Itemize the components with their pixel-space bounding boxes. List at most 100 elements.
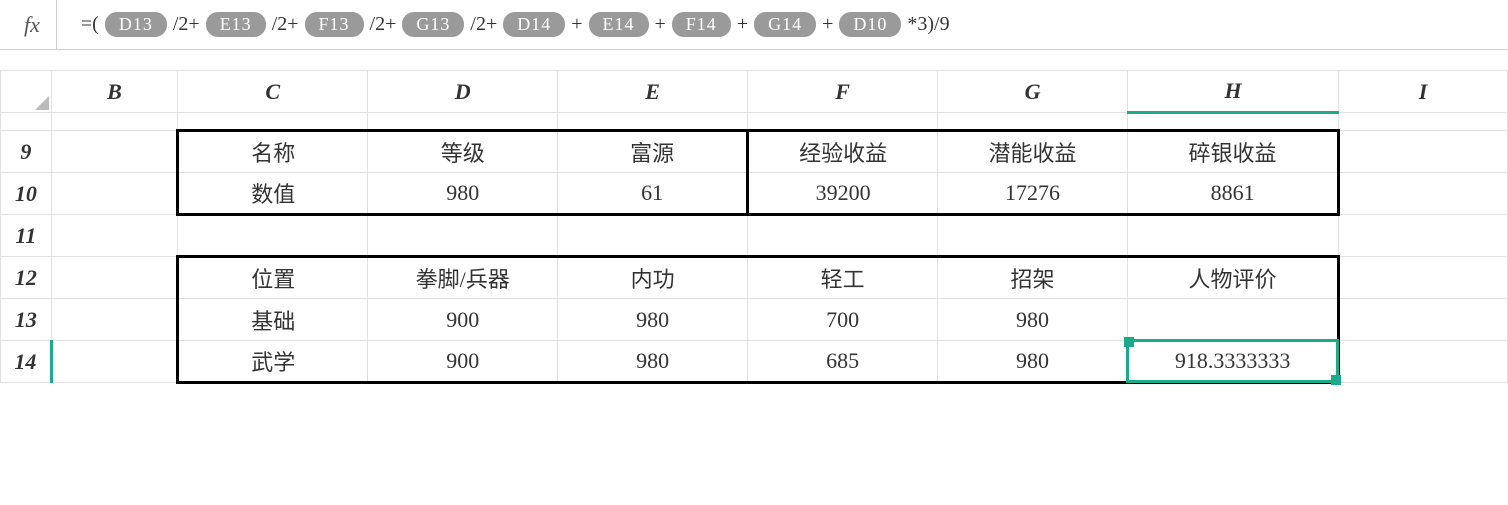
cell-D14[interactable]: 900 (368, 341, 558, 383)
cell-E9[interactable]: 富源 (558, 131, 748, 173)
cell-I14[interactable] (1339, 341, 1508, 383)
formula-op: /2+ (470, 13, 497, 36)
cell-G10[interactable]: 17276 (938, 173, 1128, 215)
cell[interactable] (938, 113, 1128, 131)
cell[interactable] (51, 113, 178, 131)
cell-F9[interactable]: 经验收益 (748, 131, 938, 173)
cell-G12[interactable]: 招架 (938, 257, 1128, 299)
cell-E13[interactable]: 980 (558, 299, 748, 341)
cell-D11[interactable] (368, 215, 558, 257)
row-header-12[interactable]: 12 (1, 257, 52, 299)
formula-op: + (822, 13, 833, 36)
cell-H9[interactable]: 碎银收益 (1128, 131, 1339, 173)
row-header-10[interactable]: 10 (1, 173, 52, 215)
row-header-9[interactable]: 9 (1, 131, 52, 173)
cell[interactable] (178, 113, 368, 131)
formula-input[interactable]: =( D13 /2+ E13 /2+ F13 /2+ G13 /2+ D14 +… (57, 12, 950, 37)
cell-B10[interactable] (51, 173, 178, 215)
cell-ref: D10 (839, 12, 901, 37)
cell-ref: E13 (206, 12, 266, 37)
cell-C9[interactable]: 名称 (178, 131, 368, 173)
cell-ref: D14 (503, 12, 565, 37)
cell-I10[interactable] (1339, 173, 1508, 215)
cell-B13[interactable] (51, 299, 178, 341)
col-header-B[interactable]: B (51, 71, 178, 113)
row-14: 14 武学 900 980 685 980 918.3333333 (1, 341, 1508, 383)
col-header-H[interactable]: H (1128, 71, 1339, 113)
formula-op: /2+ (370, 13, 397, 36)
cell[interactable] (748, 113, 938, 131)
cell-G13[interactable]: 980 (938, 299, 1128, 341)
cell-I13[interactable] (1339, 299, 1508, 341)
cell-G14[interactable]: 980 (938, 341, 1128, 383)
formula-op: + (571, 13, 582, 36)
cell-H14[interactable]: 918.3333333 (1128, 341, 1339, 383)
select-all-corner[interactable] (1, 71, 52, 113)
cell[interactable] (1339, 113, 1508, 131)
cell-I9[interactable] (1339, 131, 1508, 173)
cell-I11[interactable] (1339, 215, 1508, 257)
cell-E10[interactable]: 61 (558, 173, 748, 215)
cell-B14[interactable] (51, 341, 178, 383)
formula-op: /2+ (173, 13, 200, 36)
cell-D13[interactable]: 900 (368, 299, 558, 341)
cell-H10[interactable]: 8861 (1128, 173, 1339, 215)
cell-F14[interactable]: 685 (748, 341, 938, 383)
cell-D9[interactable]: 等级 (368, 131, 558, 173)
row-11: 11 (1, 215, 1508, 257)
row-header-partial[interactable] (1, 113, 52, 131)
cell-value: 918.3333333 (1175, 348, 1291, 373)
row-header-14[interactable]: 14 (1, 341, 52, 383)
formula-suffix: *3)/9 (907, 13, 949, 36)
col-header-F[interactable]: F (748, 71, 938, 113)
row-header-11[interactable]: 11 (1, 215, 52, 257)
row-12: 12 位置 拳脚/兵器 内功 轻工 招架 人物评价 (1, 257, 1508, 299)
cell-ref: E14 (589, 12, 649, 37)
cell-D12[interactable]: 拳脚/兵器 (368, 257, 558, 299)
row-10: 10 数值 980 61 39200 17276 8861 (1, 173, 1508, 215)
cell-H13[interactable] (1128, 299, 1339, 341)
col-header-D[interactable]: D (368, 71, 558, 113)
cell[interactable] (368, 113, 558, 131)
cell-D10[interactable]: 980 (368, 173, 558, 215)
cell[interactable] (558, 113, 748, 131)
cell-ref: G14 (754, 12, 816, 37)
cell-ref: F13 (305, 12, 364, 37)
row-9: 9 名称 等级 富源 经验收益 潜能收益 碎银收益 (1, 131, 1508, 173)
cell-E12[interactable]: 内功 (558, 257, 748, 299)
cell-C14[interactable]: 武学 (178, 341, 368, 383)
formula-op: /2+ (272, 13, 299, 36)
column-header-row: B C D E F G H I (1, 71, 1508, 113)
cell[interactable] (1128, 113, 1339, 131)
col-header-E[interactable]: E (558, 71, 748, 113)
cell-ref: G13 (402, 12, 464, 37)
cell-C13[interactable]: 基础 (178, 299, 368, 341)
cell-B9[interactable] (51, 131, 178, 173)
grid[interactable]: B C D E F G H I 9 名称 等级 (0, 70, 1508, 384)
col-header-G[interactable]: G (938, 71, 1128, 113)
cell-B12[interactable] (51, 257, 178, 299)
formula-op: + (737, 13, 748, 36)
cell-F13[interactable]: 700 (748, 299, 938, 341)
spreadsheet: B C D E F G H I 9 名称 等级 (0, 70, 1508, 384)
row-header-13[interactable]: 13 (1, 299, 52, 341)
cell-E14[interactable]: 980 (558, 341, 748, 383)
cell-ref: F14 (672, 12, 731, 37)
cell-F12[interactable]: 轻工 (748, 257, 938, 299)
col-header-C[interactable]: C (178, 71, 368, 113)
cell-F10[interactable]: 39200 (748, 173, 938, 215)
cell-B11[interactable] (51, 215, 178, 257)
cell-G11[interactable] (938, 215, 1128, 257)
fx-label[interactable]: fx (8, 0, 57, 49)
cell-F11[interactable] (748, 215, 938, 257)
row-13: 13 基础 900 980 700 980 (1, 299, 1508, 341)
cell-C11[interactable] (178, 215, 368, 257)
cell-G9[interactable]: 潜能收益 (938, 131, 1128, 173)
cell-C10[interactable]: 数值 (178, 173, 368, 215)
cell-C12[interactable]: 位置 (178, 257, 368, 299)
cell-I12[interactable] (1339, 257, 1508, 299)
col-header-I[interactable]: I (1339, 71, 1508, 113)
cell-H12[interactable]: 人物评价 (1128, 257, 1339, 299)
cell-E11[interactable] (558, 215, 748, 257)
cell-H11[interactable] (1128, 215, 1339, 257)
